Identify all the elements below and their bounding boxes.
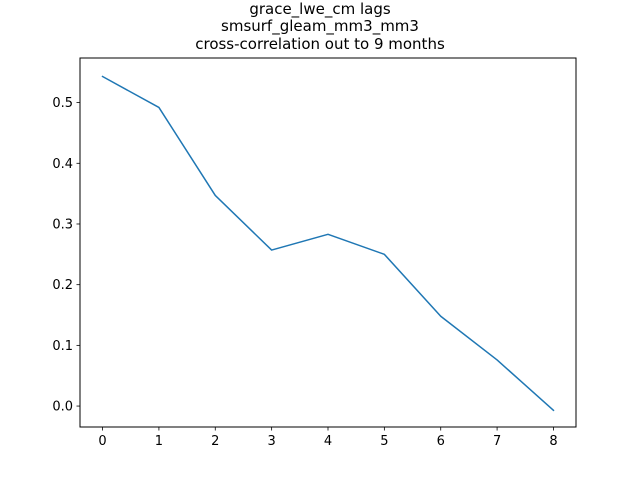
x-tick-label: 7 bbox=[493, 434, 501, 449]
y-tick-label: 0.2 bbox=[52, 278, 73, 293]
y-tick-label: 0.0 bbox=[52, 400, 73, 415]
chart-title-line-3: cross-correlation out to 9 months bbox=[195, 35, 445, 53]
x-tick-label: 4 bbox=[324, 434, 332, 449]
x-tick-label: 1 bbox=[155, 434, 163, 449]
chart-title-line-2: smsurf_gleam_mm3_mm3 bbox=[221, 17, 419, 35]
x-tick-label: 8 bbox=[549, 434, 557, 449]
x-tick-label: 3 bbox=[267, 434, 275, 449]
y-tick-label: 0.3 bbox=[52, 217, 73, 232]
series-line-0 bbox=[101, 75, 555, 412]
y-tick-label: 0.4 bbox=[52, 157, 73, 172]
chart-title-line-1: grace_lwe_cm lags bbox=[249, 0, 391, 18]
x-tick-label: 0 bbox=[98, 434, 106, 449]
y-tick-label: 0.1 bbox=[52, 339, 73, 354]
x-tick-label: 5 bbox=[380, 434, 388, 449]
x-tick-label: 2 bbox=[211, 434, 219, 449]
x-tick-label: 6 bbox=[437, 434, 445, 449]
y-tick-label: 0.5 bbox=[52, 96, 73, 111]
plot-frame bbox=[79, 57, 577, 428]
